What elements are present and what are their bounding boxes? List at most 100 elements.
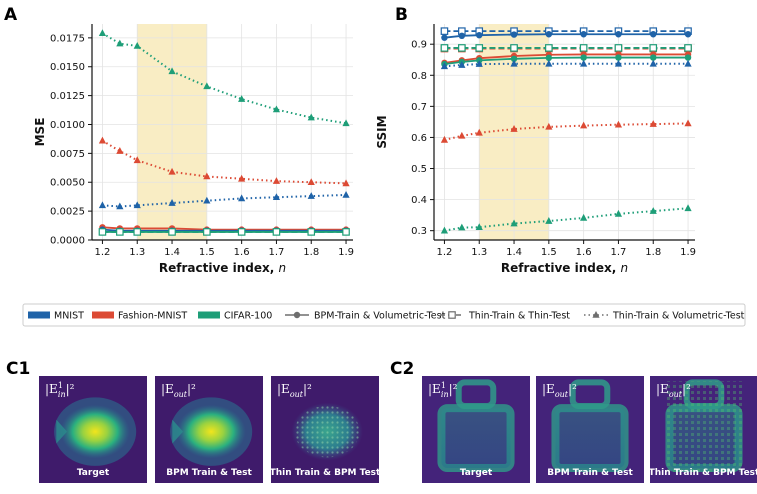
y-tick-label: 0.0150 <box>50 62 85 73</box>
data-point <box>510 59 518 67</box>
tile-title-prefix: |E <box>542 382 555 396</box>
data-point <box>168 67 176 75</box>
data-point <box>684 204 692 212</box>
data-point <box>440 44 449 52</box>
x-tick-label: 1.7 <box>268 247 284 258</box>
tile-title-prefix: |E <box>656 382 669 396</box>
tile-title-suffix: |² <box>66 382 75 396</box>
data-point <box>203 196 211 204</box>
y-tick-label: 0.0125 <box>50 91 85 102</box>
tile-caption: Target <box>460 468 493 478</box>
data-point <box>440 226 449 234</box>
data-point <box>614 44 623 52</box>
data-point <box>545 54 553 62</box>
ssim-chart: 1.2 1.3 1.4 1.5 1.6 1.7 1.8 1.9 0.3 0.4 0.5 0.6 0.7 0… <box>375 24 696 275</box>
series-mnist <box>441 31 692 41</box>
data-point <box>510 219 518 227</box>
data-point <box>342 190 350 198</box>
tile-caption: Thin Train & BPM Test <box>649 468 757 478</box>
series-mnist <box>440 59 692 70</box>
legend-swatch <box>198 311 220 319</box>
y-axis-label: SSIM <box>375 115 389 148</box>
data-point <box>458 131 466 139</box>
x-tick-label: 1.6 <box>234 247 250 258</box>
data-point <box>133 228 142 236</box>
legend-marker <box>293 311 301 319</box>
data-point <box>684 54 692 61</box>
data-point <box>475 60 483 67</box>
data-point <box>307 228 316 236</box>
series-fashion-mnist <box>98 136 350 187</box>
tile-title: |Eout|² <box>161 382 196 399</box>
data-point <box>98 228 107 236</box>
data-point <box>458 32 466 40</box>
x-axis-label-variable: n <box>278 261 286 275</box>
tile-title-prefix: |E <box>161 382 174 396</box>
data-point <box>458 44 466 52</box>
y-tick-label: 0.3 <box>411 226 427 237</box>
series-cifar-100 <box>440 204 692 234</box>
data-point <box>307 192 315 199</box>
data-point <box>475 44 484 52</box>
tile-title: |E1 in|² <box>428 381 458 399</box>
x-tick-label: 1.2 <box>436 247 452 258</box>
data-point <box>615 54 622 61</box>
tile-title-sub: out <box>555 390 569 399</box>
x-tick-label: 1.8 <box>645 247 661 258</box>
y-tick-label: 0.0075 <box>50 149 85 160</box>
x-tick-label: 1.5 <box>541 247 557 258</box>
data-point <box>684 59 692 67</box>
data-point <box>342 228 350 236</box>
legend-item: CIFAR-100 <box>198 311 272 322</box>
x-tick-label: 1.3 <box>471 247 487 258</box>
data-point <box>168 199 176 206</box>
data-point <box>116 39 124 47</box>
bag-handle <box>455 379 497 409</box>
legend-marker <box>448 311 456 319</box>
x-tick-label: 1.4 <box>506 247 522 258</box>
data-point <box>684 31 692 38</box>
legend-item: Fashion-MNIST <box>92 311 187 322</box>
legend-label: CIFAR-100 <box>224 311 272 322</box>
panel-label-a: A <box>4 5 18 25</box>
y-tick-label: 0.0050 <box>50 178 85 189</box>
data-point <box>238 194 246 202</box>
bag-fill <box>555 408 625 469</box>
series-mnist <box>98 190 350 210</box>
data-point <box>580 121 588 129</box>
series-cifar-100 <box>98 228 350 236</box>
bag-handle <box>569 379 611 409</box>
data-point <box>133 201 141 209</box>
data-point <box>545 122 553 130</box>
data-point <box>545 217 553 224</box>
data-point <box>272 228 281 236</box>
fish-body <box>60 404 130 459</box>
tile-caption: Thin Train & BPM Test <box>270 468 381 478</box>
legend-item: Thin-Train & Thin-Test <box>440 311 570 322</box>
legend-box <box>22 303 746 327</box>
tile-title: |E1 in|² <box>45 381 75 399</box>
tile-caption: Target <box>77 468 110 478</box>
x-tick-label: 1.8 <box>303 247 319 258</box>
tile-title-sup: 1 <box>58 381 63 390</box>
data-point <box>440 27 449 35</box>
image-tile-c2-1: |E1 in|² Target <box>422 376 530 483</box>
panel-label-c1: C1 <box>6 359 30 379</box>
tile-title-sub: out <box>669 390 683 399</box>
legend-swatch <box>92 311 114 319</box>
data-point <box>510 31 518 38</box>
data-point <box>510 125 518 132</box>
data-point <box>580 59 588 67</box>
x-tick-label: 1.2 <box>94 247 110 258</box>
tile-title-suffix: |² <box>303 382 312 396</box>
data-point <box>615 31 622 38</box>
data-point <box>614 59 623 67</box>
data-point <box>458 61 466 68</box>
data-point <box>116 147 124 154</box>
fish-tail <box>56 419 68 444</box>
series-fashion-mnist <box>440 119 692 143</box>
data-point <box>545 31 553 38</box>
tile-title-prefix: |E <box>277 382 290 396</box>
legend-label: Thin-Train & Thin-Test <box>468 311 570 322</box>
